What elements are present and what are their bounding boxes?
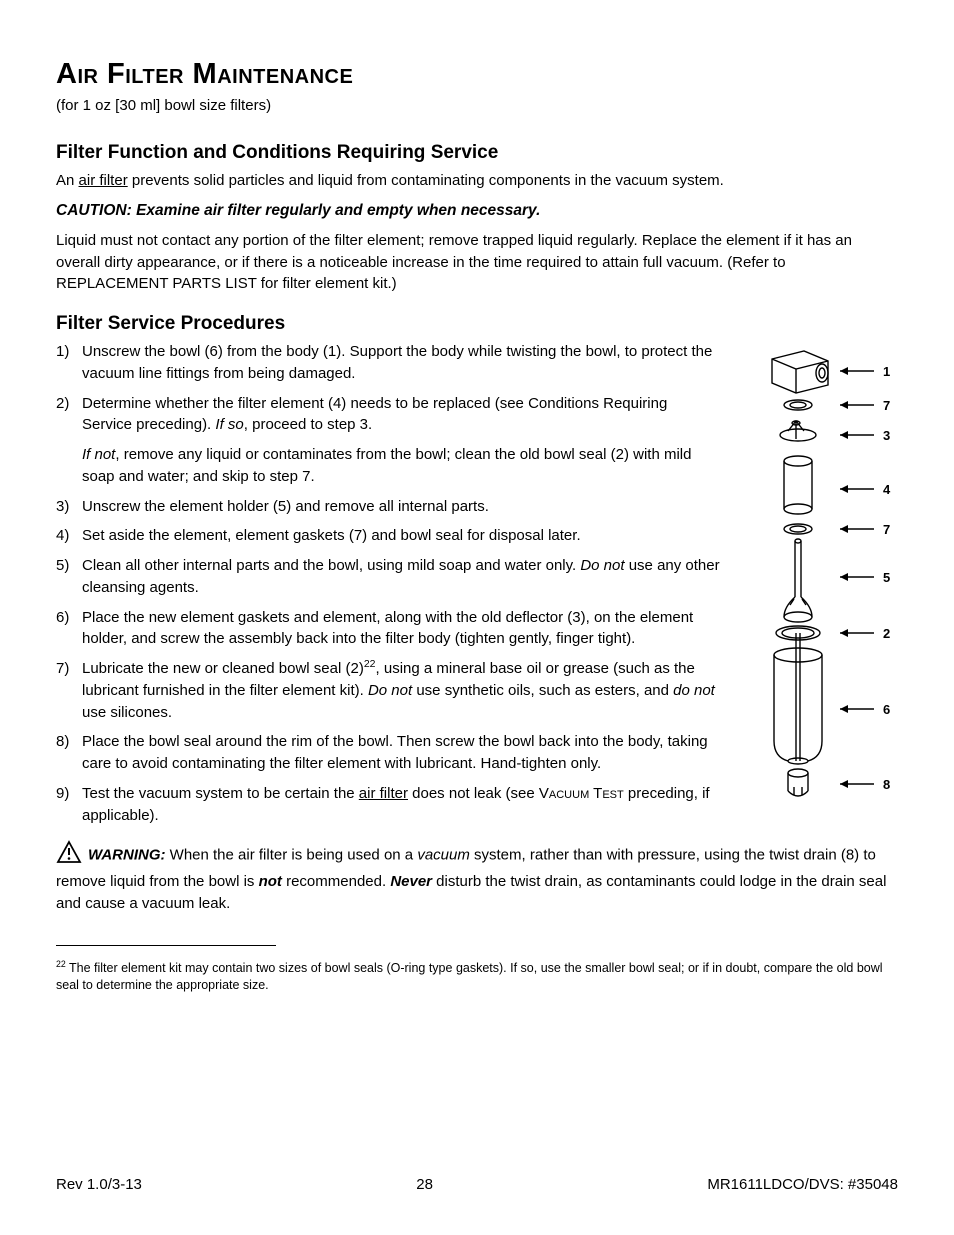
section-heading-function: Filter Function and Conditions Requiring…: [56, 142, 898, 164]
warning-paragraph: WARNING: When the air filter is being us…: [56, 840, 898, 914]
step-2a-tail: , proceed to step 3.: [244, 416, 372, 433]
warning-ital1: vacuum: [417, 847, 470, 864]
step-7c: use synthetic oils, such as esters, and: [412, 682, 673, 699]
svg-text:8: 8: [883, 777, 890, 792]
warning-not: not: [259, 873, 282, 890]
step-3: Unscrew the element holder (5) and remov…: [56, 496, 720, 518]
step-5: Clean all other internal parts and the b…: [56, 555, 720, 599]
step-2a-ital: If so: [215, 416, 243, 433]
page-subtitle: (for 1 oz [30 ml] bowl size filters): [56, 97, 898, 114]
step-2b-block: If not, remove any liquid or contaminate…: [82, 444, 720, 488]
page-footer: Rev 1.0/3-13 28 MR1611LDCO/DVS: #35048: [56, 1176, 898, 1193]
step-2: Determine whether the filter element (4)…: [56, 393, 720, 488]
footer-left: Rev 1.0/3-13: [56, 1176, 142, 1193]
footnote-rule: [56, 945, 276, 946]
svg-text:7: 7: [883, 398, 890, 413]
filter-exploded-diagram: 1 7 3 4 7 5 2 6 8: [738, 341, 898, 811]
step-7-ital2: do not: [673, 682, 715, 699]
procedure-text-column: Unscrew the bowl (6) from the body (1). …: [56, 341, 720, 834]
footnote-sup: 22: [56, 958, 66, 968]
step-7-sup: 22: [364, 658, 376, 670]
svg-text:3: 3: [883, 428, 890, 443]
step-9-sc2: est: [602, 785, 623, 802]
step-9: Test the vacuum system to be certain the…: [56, 783, 720, 827]
caution-line: CAUTION: Examine air filter regularly an…: [56, 202, 898, 220]
air-filter-term: air filter: [79, 172, 128, 189]
step-4: Set aside the element, element gaskets (…: [56, 525, 720, 547]
warning-c: recommended.: [282, 873, 390, 890]
warning-never: Never: [390, 873, 432, 890]
step-9-under: air filter: [359, 785, 408, 802]
section-heading-procedures: Filter Service Procedures: [56, 313, 898, 335]
svg-text:1: 1: [883, 364, 890, 379]
step-5-ital: Do not: [580, 557, 624, 574]
step-2a: Determine whether the filter element (4)…: [82, 395, 667, 434]
step-7a: Lubricate the new or cleaned bowl seal (…: [82, 660, 364, 677]
intro-tail: prevents solid particles and liquid from…: [128, 172, 724, 189]
step-9c: T: [589, 785, 602, 802]
svg-text:7: 7: [883, 522, 890, 537]
footnote-text: The filter element kit may contain two s…: [56, 961, 883, 993]
svg-text:4: 4: [883, 482, 891, 497]
intro-lead: An: [56, 172, 79, 189]
warning-icon: [56, 840, 82, 871]
step-8: Place the bowl seal around the rim of th…: [56, 731, 720, 775]
svg-text:5: 5: [883, 570, 890, 585]
step-9b: does not leak (see V: [408, 785, 549, 802]
svg-text:2: 2: [883, 626, 890, 641]
intro-paragraph: An air filter prevents solid particles a…: [56, 170, 898, 192]
step-7d: use silicones.: [82, 704, 172, 721]
warning-label: WARNING:: [88, 847, 166, 864]
step-2b-ital: If not: [82, 446, 115, 463]
document-page: Air Filter Maintenance (for 1 oz [30 ml]…: [0, 0, 954, 1235]
procedure-columns: Unscrew the bowl (6) from the body (1). …: [56, 341, 898, 834]
footer-center: 28: [416, 1176, 433, 1193]
footnote: 22 The filter element kit may contain tw…: [56, 960, 898, 995]
step-9a: Test the vacuum system to be certain the: [82, 785, 359, 802]
svg-text:6: 6: [883, 702, 890, 717]
procedure-list: Unscrew the bowl (6) from the body (1). …: [56, 341, 720, 826]
page-title: Air Filter Maintenance: [56, 58, 898, 91]
step-7-ital1: Do not: [368, 682, 412, 699]
step-9-sc: acuum: [549, 785, 589, 802]
liquid-paragraph: Liquid must not contact any portion of t…: [56, 230, 898, 295]
footer-right: MR1611LDCO/DVS: #35048: [707, 1176, 898, 1193]
diagram-column: 1 7 3 4 7 5 2 6 8: [738, 341, 898, 834]
step-5a: Clean all other internal parts and the b…: [82, 557, 580, 574]
step-6: Place the new element gaskets and elemen…: [56, 607, 720, 651]
step-1: Unscrew the bowl (6) from the body (1). …: [56, 341, 720, 385]
step-2b: , remove any liquid or contaminates from…: [82, 446, 691, 485]
warning-a: When the air filter is being used on a: [166, 847, 418, 864]
step-7: Lubricate the new or cleaned bowl seal (…: [56, 658, 720, 723]
